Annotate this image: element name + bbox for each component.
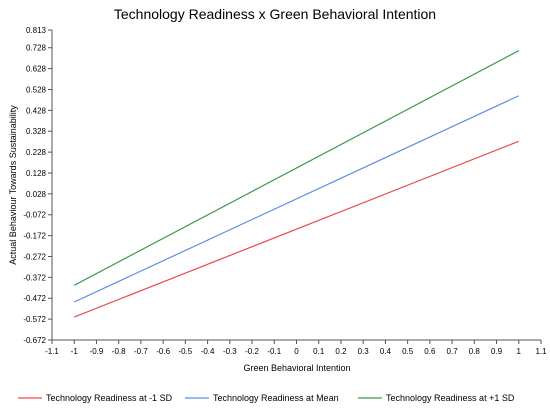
x-tick-label: 1	[517, 347, 522, 356]
y-tick-label: -0.672	[23, 336, 46, 345]
legend-label: Technology Readiness at +1 SD	[386, 393, 515, 403]
y-tick-label: 0.813	[26, 26, 47, 35]
x-tick-label: 0.1	[313, 347, 325, 356]
legend-label: Technology Readiness at -1 SD	[46, 393, 173, 403]
x-tick-label: 0.4	[380, 347, 392, 356]
series-line	[74, 140, 519, 318]
y-tick-label: 0.528	[26, 85, 47, 94]
x-tick-label: -0.1	[267, 347, 281, 356]
y-tick-label: -0.272	[23, 252, 46, 261]
x-tick-label: -0.7	[134, 347, 148, 356]
y-tick-label: 0.628	[26, 65, 47, 74]
x-tick-label: -0.3	[223, 347, 237, 356]
y-tick-label: -0.372	[23, 273, 46, 282]
y-axis-title: Actual Behaviour Towards Sustainability	[8, 105, 18, 265]
y-tick-label: -0.572	[23, 315, 46, 324]
x-tick-label: -0.5	[178, 347, 192, 356]
y-tick-label: 0.728	[26, 44, 47, 53]
x-tick-label: -0.2	[245, 347, 259, 356]
x-tick-label: 0.6	[424, 347, 436, 356]
x-tick-label: 0.9	[491, 347, 503, 356]
y-tick-label: -0.172	[23, 232, 46, 241]
x-tick-label: 0.8	[469, 347, 481, 356]
x-tick-label: -0.8	[112, 347, 126, 356]
x-tick-label: 0.5	[402, 347, 414, 356]
y-tick-label: 0.228	[26, 148, 47, 157]
x-tick-label: 0.3	[358, 347, 370, 356]
x-tick-label: 0	[294, 347, 299, 356]
series-lines	[73, 50, 520, 318]
chart-title: Technology Readiness x Green Behavioral …	[113, 6, 437, 22]
y-tick-label: -0.472	[23, 294, 46, 303]
y-tick-label: 0.028	[26, 190, 47, 199]
x-axis-ticks: -1.1 -1 -0.9 -0.8 -0.7 -0.6 -0.5 -0.4 -0.3 -0.2 -0…	[45, 340, 547, 356]
x-tick-label: 0.7	[447, 347, 459, 356]
x-tick-label: -1	[71, 347, 79, 356]
x-tick-label: -0.6	[156, 347, 170, 356]
legend: Technology Readiness at -1 SD Technology …	[18, 393, 515, 403]
y-tick-label: 0.428	[26, 106, 47, 115]
x-tick-label: -1.1	[45, 347, 59, 356]
x-tick-label: -0.9	[90, 347, 104, 356]
y-tick-label: 0.128	[26, 169, 47, 178]
x-tick-label: 1.1	[535, 347, 547, 356]
legend-label: Technology Readiness at Mean	[213, 393, 339, 403]
x-tick-label: -0.4	[201, 347, 215, 356]
x-axis-title: Green Behavioral Intention	[243, 363, 350, 373]
y-tick-label: -0.072	[23, 211, 46, 220]
x-tick-label: 0.2	[335, 347, 347, 356]
series-line	[73, 50, 520, 286]
series-line	[73, 95, 520, 303]
y-tick-label: 0.328	[26, 127, 47, 136]
y-axis-ticks: -0.672 -0.572 -0.472 -0.372 -0.272 -0.172 -0.0…	[23, 26, 52, 345]
axes	[51, 30, 541, 341]
